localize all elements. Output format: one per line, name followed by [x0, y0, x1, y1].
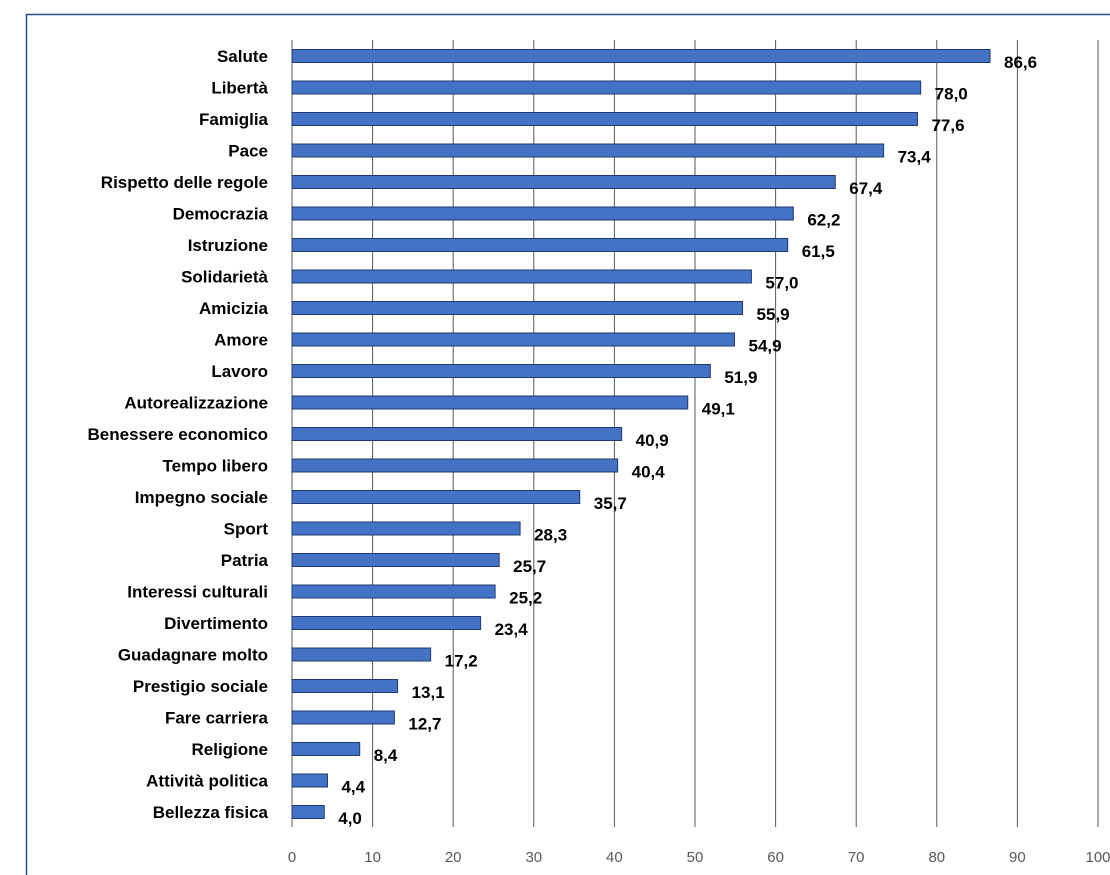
value-label: 77,6 [931, 116, 964, 135]
bar [292, 176, 835, 189]
bar [292, 806, 324, 819]
category-label: Amicizia [199, 299, 269, 318]
value-label: 57,0 [765, 274, 798, 293]
value-label: 40,4 [632, 463, 666, 482]
value-label: 55,9 [757, 305, 790, 324]
category-label: Prestigio sociale [133, 677, 268, 696]
value-label: 86,6 [1004, 53, 1037, 72]
x-tick-label-20: 20 [445, 849, 462, 866]
bar [292, 617, 481, 630]
category-label: Salute [217, 47, 268, 66]
bar [292, 302, 743, 315]
bar [292, 522, 520, 535]
x-tick-label-40: 40 [606, 849, 623, 866]
category-label: Libertà [211, 79, 268, 98]
bar [292, 459, 618, 472]
bar [292, 113, 917, 126]
value-label: 4,0 [338, 809, 362, 828]
x-tick-label-10: 10 [364, 849, 381, 866]
category-label: Bellezza fisica [153, 803, 269, 822]
x-tick-label-70: 70 [848, 849, 865, 866]
category-label: Religione [191, 740, 268, 759]
bar [292, 648, 431, 661]
value-label: 61,5 [802, 242, 835, 261]
value-label: 13,1 [412, 683, 445, 702]
value-label: 62,2 [807, 211, 840, 230]
bar [292, 585, 495, 598]
bar [292, 365, 710, 378]
value-label: 49,1 [702, 400, 735, 419]
category-label: Tempo libero [163, 457, 268, 476]
bar [292, 680, 398, 693]
value-label: 23,4 [495, 620, 529, 639]
bar [292, 144, 884, 157]
value-label: 35,7 [594, 494, 627, 513]
x-tick-label-80: 80 [928, 849, 945, 866]
value-label: 25,2 [509, 589, 542, 608]
category-label: Autorealizzazione [124, 394, 268, 413]
value-label: 73,4 [898, 148, 932, 167]
bar [292, 50, 990, 63]
x-tick-label-90: 90 [1009, 849, 1026, 866]
category-label: Attività politica [146, 772, 268, 791]
value-label: 54,9 [748, 337, 781, 356]
value-label: 12,7 [408, 715, 441, 734]
value-label: 40,9 [636, 431, 669, 450]
x-tick-label-30: 30 [525, 849, 542, 866]
bar [292, 774, 327, 787]
category-label: Lavoro [211, 362, 268, 381]
bar [292, 554, 499, 567]
bar [292, 491, 580, 504]
x-tick-label-0: 0 [288, 849, 296, 866]
bar [292, 333, 734, 346]
x-tick-label-60: 60 [767, 849, 784, 866]
category-label: Patria [221, 551, 269, 570]
category-label: Benessere economico [88, 425, 268, 444]
value-label: 67,4 [849, 179, 883, 198]
category-label: Rispetto delle regole [101, 173, 268, 192]
value-label: 17,2 [445, 652, 478, 671]
bar [292, 270, 751, 283]
bar [292, 207, 793, 220]
x-tick-label-100: 100 [1085, 849, 1110, 866]
category-label: Guadagnare molto [118, 646, 268, 665]
category-label: Famiglia [199, 110, 269, 129]
bar [292, 711, 394, 724]
category-label: Pace [228, 142, 268, 161]
value-label: 4,4 [341, 778, 365, 797]
value-label: 25,7 [513, 557, 546, 576]
value-label: 51,9 [724, 368, 757, 387]
category-label: Impegno sociale [135, 488, 268, 507]
category-label: Interessi culturali [127, 583, 268, 602]
category-label: Democrazia [173, 205, 269, 224]
value-label: 8,4 [374, 746, 398, 765]
value-label: 28,3 [534, 526, 567, 545]
category-label: Istruzione [188, 236, 268, 255]
bar [292, 396, 688, 409]
category-label: Solidarietà [181, 268, 268, 287]
bar [292, 239, 788, 252]
bar [292, 81, 921, 94]
bar [292, 743, 360, 756]
value-label: 78,0 [935, 85, 968, 104]
bar [292, 428, 622, 441]
category-label: Sport [224, 520, 269, 539]
category-label: Fare carriera [165, 709, 269, 728]
category-label: Amore [214, 331, 268, 350]
category-label: Divertimento [164, 614, 268, 633]
x-tick-label-50: 50 [687, 849, 704, 866]
